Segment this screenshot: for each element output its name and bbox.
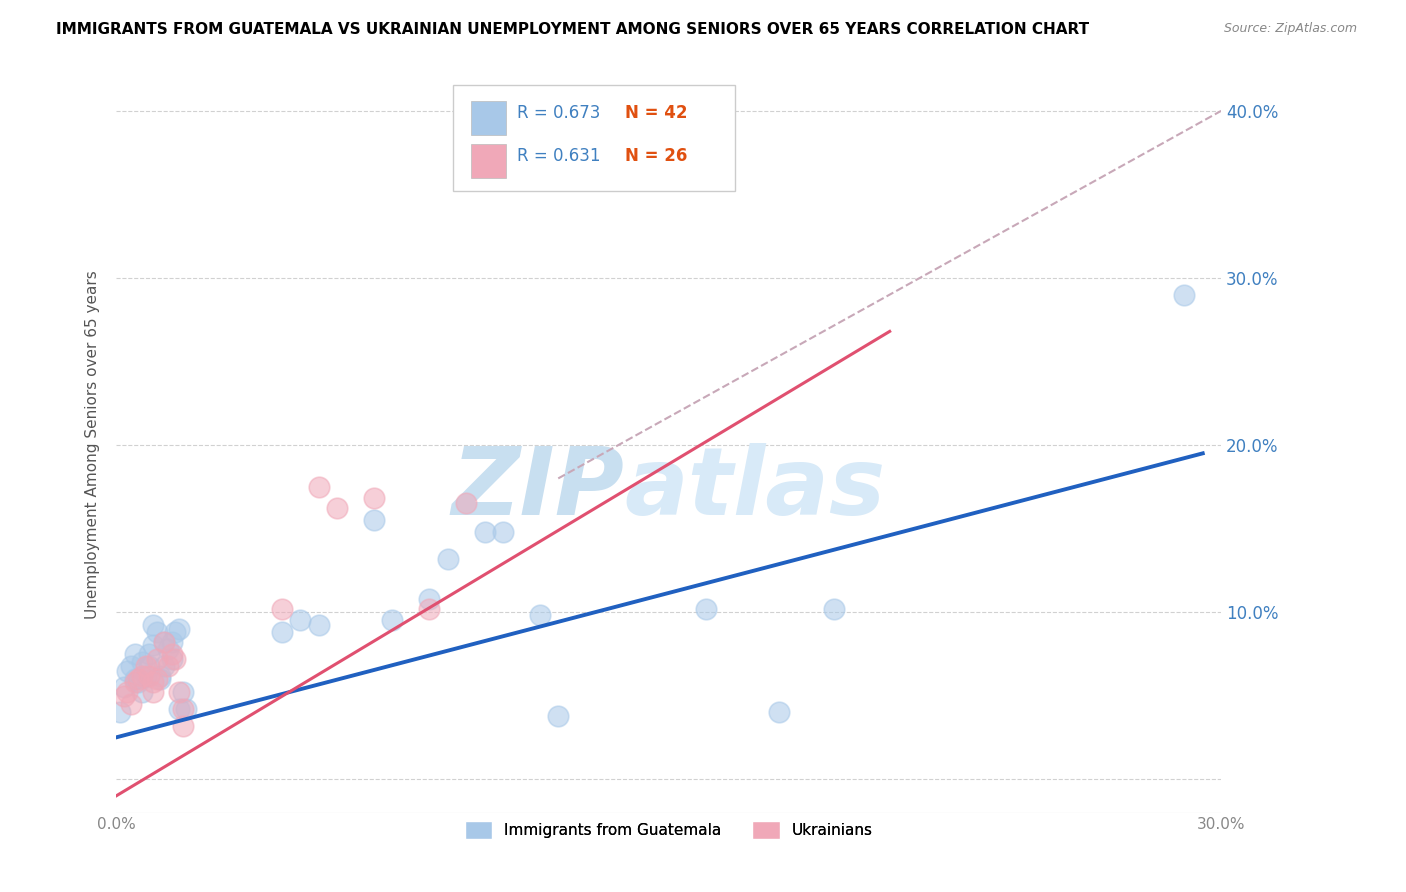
Point: [120, 658, 142, 673]
Point: [153, 635, 176, 649]
Point: [124, 675, 146, 690]
Point: [149, 668, 172, 682]
Point: [112, 689, 135, 703]
Point: [418, 601, 440, 615]
Point: [120, 697, 142, 711]
Point: [456, 496, 478, 510]
Point: [474, 524, 496, 539]
Point: [165, 625, 187, 640]
Point: [547, 708, 569, 723]
Point: [165, 652, 187, 666]
Point: [124, 672, 146, 686]
Y-axis label: Unemployment Among Seniors over 65 years: Unemployment Among Seniors over 65 years: [86, 270, 100, 619]
Point: [138, 658, 160, 673]
Point: [156, 641, 179, 656]
Point: [131, 668, 153, 682]
Text: R = 0.631: R = 0.631: [517, 147, 600, 165]
Point: [436, 551, 458, 566]
FancyBboxPatch shape: [471, 145, 506, 178]
Point: [381, 614, 404, 628]
Point: [142, 618, 165, 632]
Text: ZIP: ZIP: [451, 443, 624, 535]
Point: [108, 706, 131, 720]
Text: R = 0.673: R = 0.673: [517, 104, 600, 122]
Text: IMMIGRANTS FROM GUATEMALA VS UKRAINIAN UNEMPLOYMENT AMONG SENIORS OVER 65 YEARS : IMMIGRANTS FROM GUATEMALA VS UKRAINIAN U…: [56, 22, 1090, 37]
Point: [138, 647, 160, 661]
Point: [695, 601, 717, 615]
Point: [271, 625, 294, 640]
Point: [138, 668, 160, 682]
Point: [172, 719, 194, 733]
Point: [167, 622, 190, 636]
Text: N = 26: N = 26: [626, 147, 688, 165]
Point: [146, 625, 169, 640]
Point: [308, 480, 330, 494]
Text: atlas: atlas: [624, 443, 886, 535]
Point: [529, 608, 551, 623]
Point: [153, 635, 176, 649]
Point: [149, 672, 172, 686]
Point: [160, 635, 183, 649]
Point: [823, 601, 845, 615]
Point: [153, 658, 176, 673]
Point: [172, 685, 194, 699]
Point: [172, 702, 194, 716]
Point: [131, 685, 153, 699]
Point: [160, 647, 183, 661]
Point: [160, 652, 183, 666]
Point: [146, 672, 169, 686]
Point: [363, 513, 385, 527]
Point: [363, 491, 385, 506]
Point: [117, 685, 139, 699]
Point: [117, 664, 139, 678]
Point: [326, 501, 349, 516]
Point: [156, 658, 179, 673]
Point: [142, 675, 165, 690]
Point: [1173, 287, 1195, 301]
FancyBboxPatch shape: [471, 101, 506, 135]
Point: [167, 702, 190, 716]
Point: [124, 647, 146, 661]
Point: [127, 672, 149, 686]
Point: [112, 680, 135, 694]
Legend: Immigrants from Guatemala, Ukrainians: Immigrants from Guatemala, Ukrainians: [458, 814, 879, 846]
Point: [290, 614, 312, 628]
Point: [142, 639, 165, 653]
Point: [271, 601, 294, 615]
Point: [131, 655, 153, 669]
Point: [127, 675, 149, 690]
Point: [146, 652, 169, 666]
FancyBboxPatch shape: [453, 85, 735, 192]
Point: [308, 618, 330, 632]
Point: [510, 145, 533, 160]
Point: [174, 702, 197, 716]
Text: N = 42: N = 42: [626, 104, 688, 122]
Point: [135, 658, 157, 673]
Point: [768, 706, 790, 720]
Point: [142, 685, 165, 699]
Point: [167, 685, 190, 699]
Text: Source: ZipAtlas.com: Source: ZipAtlas.com: [1223, 22, 1357, 36]
Point: [492, 524, 515, 539]
Point: [135, 668, 157, 682]
Point: [418, 591, 440, 606]
